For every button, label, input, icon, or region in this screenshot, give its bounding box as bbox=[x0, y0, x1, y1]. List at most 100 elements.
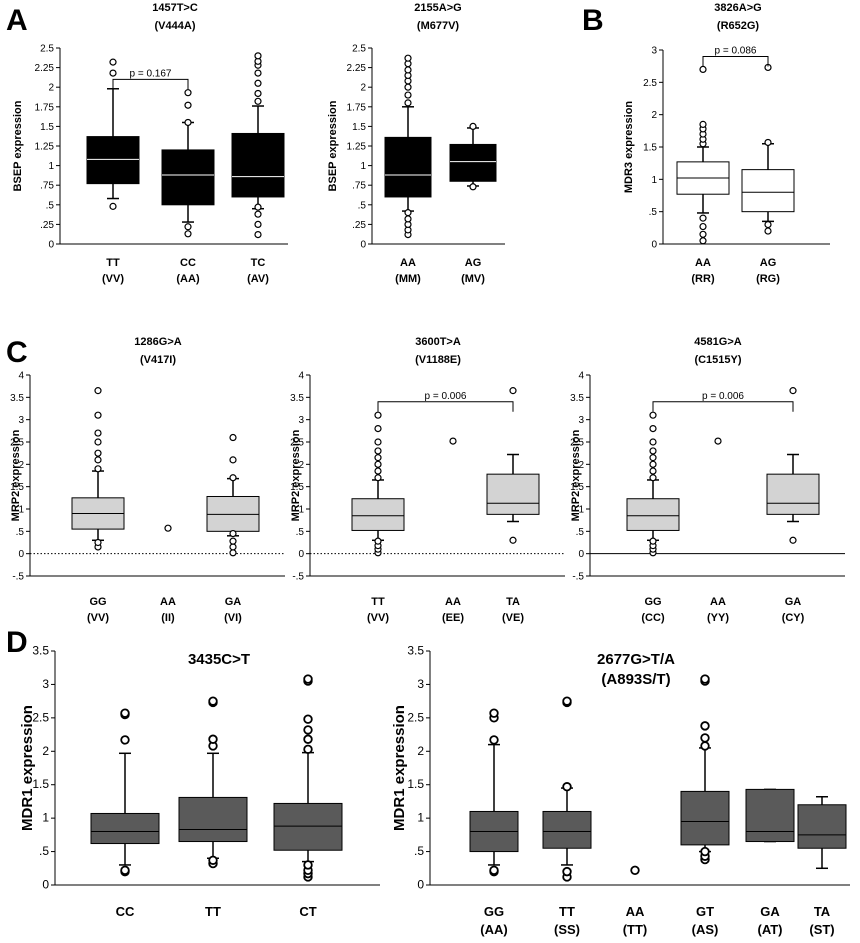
box bbox=[745, 788, 795, 843]
outlier-point bbox=[254, 89, 262, 98]
category-label: TT bbox=[205, 904, 221, 919]
box bbox=[161, 149, 215, 206]
chart-title: 3826A>G bbox=[714, 2, 761, 14]
outlier-point bbox=[374, 425, 382, 433]
outlier-point bbox=[404, 209, 412, 217]
outlier-point bbox=[649, 425, 657, 433]
y-tick-label: 2 bbox=[651, 110, 657, 121]
y-tick-label: -.5 bbox=[12, 572, 24, 583]
chart-c3: 4581G>A (C1515Y) MRP2 expression -.5 0 .5 1 1.5… bbox=[570, 336, 845, 624]
outlier-point bbox=[109, 69, 117, 77]
outlier-point bbox=[229, 433, 237, 442]
chart-subtitle: (V444A) bbox=[155, 20, 196, 32]
outlier-point bbox=[208, 696, 218, 706]
outlier-point bbox=[120, 865, 130, 875]
y-tick-label: 2.5 bbox=[352, 44, 366, 55]
chart-title: 1286G>A bbox=[134, 336, 181, 348]
panel-letter-c: C bbox=[6, 336, 28, 369]
outlier-point bbox=[509, 387, 517, 395]
box bbox=[384, 136, 432, 198]
category-2: GA (VI) bbox=[206, 433, 260, 624]
box bbox=[231, 132, 285, 198]
panel-letter-a: A bbox=[6, 4, 28, 37]
category-0: AA (MM) bbox=[384, 54, 432, 285]
y-axis-label: BSEP expression bbox=[12, 100, 24, 191]
outlier-point bbox=[254, 220, 262, 228]
outlier-point bbox=[374, 411, 382, 419]
outlier-point bbox=[254, 230, 262, 239]
y-tick-label: 3.5 bbox=[10, 393, 24, 404]
p-value-label: p = 0.006 bbox=[702, 391, 744, 402]
y-tick-label: 0 bbox=[298, 549, 304, 560]
y-tick-label: 1.25 bbox=[35, 142, 55, 153]
chart-c2: 3600T>A (V1188E) MRP2 expression -.5 0 .5 1 1.5… bbox=[290, 336, 565, 624]
outlier-point bbox=[489, 865, 499, 875]
outlier-point bbox=[94, 456, 102, 464]
y-axis-label: MRP2 expression bbox=[10, 429, 22, 521]
outlier-point bbox=[649, 411, 657, 419]
chart-d: 3435C>T MDR1 expression 0 .5 1 1.5 2 2.5 3 3.5 CC T… bbox=[19, 644, 380, 919]
outlier-point bbox=[649, 537, 657, 545]
chart-title: 2677G>T/A bbox=[597, 651, 675, 668]
y-tick-label: 3.5 bbox=[32, 644, 49, 658]
outlier-point bbox=[764, 138, 772, 147]
significance-bracket bbox=[377, 401, 514, 412]
outlier-point bbox=[649, 447, 657, 455]
y-tick-label: 1.5 bbox=[352, 122, 366, 133]
category-0: GG (CC) bbox=[626, 411, 680, 624]
y-tick-label: 3.5 bbox=[290, 393, 304, 404]
y-tick-label: 1 bbox=[48, 161, 54, 172]
category-label: TC bbox=[251, 257, 266, 269]
category-sublabel: (MV) bbox=[461, 273, 485, 285]
outlier-point bbox=[94, 429, 102, 437]
outlier-point bbox=[699, 214, 707, 222]
outlier-point bbox=[700, 674, 710, 684]
outlier-point bbox=[649, 454, 657, 462]
category-5: TA (ST) bbox=[797, 795, 847, 937]
y-tick-label: 1 bbox=[18, 505, 24, 516]
y-tick-label: 1.5 bbox=[643, 143, 657, 154]
y-tick-label: 0 bbox=[417, 878, 424, 892]
category-label: AA bbox=[400, 257, 416, 269]
category-label: TT bbox=[371, 596, 385, 608]
outlier-point bbox=[374, 454, 382, 462]
outlier-point bbox=[699, 120, 707, 128]
category-3: GT (AS) bbox=[680, 674, 730, 937]
y-tick-label: 1.5 bbox=[40, 122, 54, 133]
outlier-point bbox=[374, 537, 382, 545]
category-label: TA bbox=[506, 596, 520, 608]
outlier-point bbox=[404, 54, 412, 62]
outlier-point bbox=[700, 846, 710, 857]
y-tick-label: 2.5 bbox=[290, 438, 304, 449]
chart-subtitle: (V1188E) bbox=[415, 354, 461, 366]
outlier-point bbox=[649, 460, 657, 468]
y-tick-label: .25 bbox=[40, 220, 54, 231]
charts-layer: 1457T>C(V444A)BSEP expression0.25.5.7511… bbox=[10, 2, 850, 937]
chart-title: 3435C>T bbox=[188, 651, 250, 668]
category-sublabel: (VE) bbox=[502, 612, 524, 624]
outlier-point bbox=[699, 237, 707, 245]
category-1: AG (RG) bbox=[741, 63, 795, 285]
outlier-point bbox=[229, 543, 237, 551]
outlier-point bbox=[303, 860, 313, 870]
y-tick-label: 0 bbox=[360, 240, 366, 251]
y-tick-label: .75 bbox=[40, 181, 54, 192]
category-1: CC (AA) bbox=[161, 89, 215, 285]
outlier-point bbox=[184, 230, 192, 238]
category-sublabel: (AT) bbox=[757, 922, 782, 937]
y-tick-label: -.5 bbox=[292, 572, 304, 583]
category-label: CT bbox=[299, 904, 316, 919]
category-sublabel: (CY) bbox=[782, 612, 805, 624]
outlier-point bbox=[649, 438, 657, 446]
y-tick-label: 3 bbox=[42, 677, 49, 691]
category-1: TT bbox=[178, 696, 248, 919]
category-1: AA (II) bbox=[160, 524, 176, 624]
category-2: TC (AV) bbox=[231, 52, 285, 285]
chart-title: 1457T>C bbox=[152, 2, 198, 14]
p-value-label: p = 0.006 bbox=[425, 391, 467, 402]
box bbox=[273, 802, 343, 851]
chart-title: 4581G>A bbox=[694, 336, 741, 348]
outlier-point bbox=[229, 529, 237, 538]
category-0: CC bbox=[90, 708, 160, 919]
y-tick-label: 3 bbox=[651, 46, 657, 57]
